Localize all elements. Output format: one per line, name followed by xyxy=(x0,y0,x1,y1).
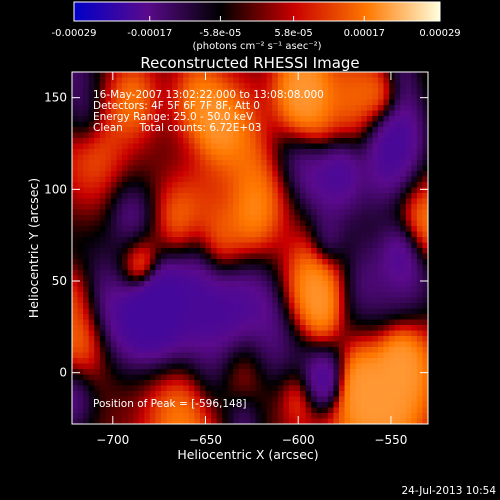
x-tick-label: −650 xyxy=(189,433,222,447)
y-tick-label: 100 xyxy=(44,182,67,196)
colorbar xyxy=(73,1,441,22)
colorbar-tick-label: 0.00017 xyxy=(344,28,385,39)
colorbar-unit-label: (photons cm⁻² s⁻¹ asec⁻²) xyxy=(192,41,321,52)
axis-ticks: −700 −650 −600 −550 0 50 100 150 xyxy=(44,72,428,447)
y-tick-label: 150 xyxy=(44,91,67,105)
x-tick-label: −550 xyxy=(374,433,407,447)
y-tick-label: 50 xyxy=(52,274,67,288)
info-line-detectors: Detectors: 4F 5F 6F 7F 8F, Att 0 xyxy=(93,100,260,112)
info-line-energy: Energy Range: 25.0 - 50.0 keV xyxy=(93,111,254,123)
chart-title: Reconstructed RHESSI Image xyxy=(140,54,359,72)
colorbar-tick-label: -0.00017 xyxy=(127,28,172,39)
x-axis-label: Heliocentric X (arcsec) xyxy=(177,447,318,462)
colorbar-tick-label: -0.00029 xyxy=(52,28,97,39)
info-line-clean: Clean Total counts: 6.72E+03 xyxy=(93,122,262,134)
colorbar-tick-label: 0.00029 xyxy=(419,28,460,39)
colorbar-ticks: -0.00029 -0.00017 -5.8e-05 5.8e-05 0.00017 0.… xyxy=(52,16,461,39)
timestamp: 24-Jul-2013 10:54 xyxy=(401,485,496,497)
y-axis-label: Heliocentric Y (arcsec) xyxy=(26,178,41,318)
y-tick-label: 0 xyxy=(59,366,67,380)
x-tick-label: −700 xyxy=(96,433,129,447)
info-line-time: 16-May-2007 13:02:22.000 to 13:08:08.000 xyxy=(93,89,324,101)
peak-position-label: Position of Peak = [-596,148] xyxy=(93,398,247,410)
colorbar-tick-label: -5.8e-05 xyxy=(199,28,241,39)
x-tick-label: −600 xyxy=(282,433,315,447)
plot-frame xyxy=(71,71,429,425)
heatmap-image xyxy=(72,72,428,424)
colorbar-tick-label: 5.8e-05 xyxy=(274,28,312,39)
